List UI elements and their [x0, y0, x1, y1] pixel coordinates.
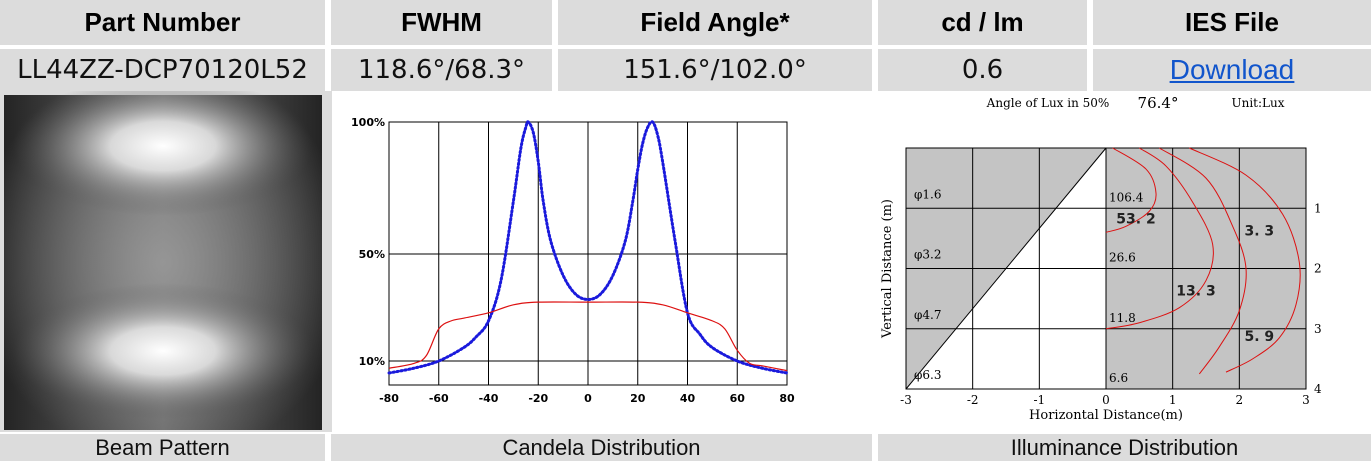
- footer-illuminance-label: Illuminance Distribution: [1010, 434, 1239, 460]
- candela-series-blue: [387, 120, 789, 375]
- header-cd-lm: cd / lm: [878, 0, 1087, 45]
- illum-contour-label: 53. 2: [1116, 211, 1155, 227]
- candela-series-red: [388, 301, 788, 372]
- value-part-number: LL44ZZ-DCP70120L52: [0, 49, 325, 91]
- illum-plot-frame: [905, 147, 1307, 390]
- illum-x-tick-label: -1: [1033, 393, 1045, 407]
- illum-x-tick-label: 2: [1236, 393, 1244, 407]
- footer-candela-label: Candela Distribution: [502, 434, 701, 460]
- illum-center-lux-label: 106.4: [1109, 190, 1144, 204]
- illuminance-panel: Angle of Lux in 50% 76.4° Unit:Lux φ1.6 φ3.2…: [878, 91, 1371, 432]
- illum-center-lux-label: 26.6: [1109, 251, 1136, 265]
- illum-x-tick-label: 3: [1302, 393, 1310, 407]
- candela-x-tick-label: 60: [730, 392, 746, 405]
- beam-lobe-top: [13, 91, 313, 216]
- ies-download-link[interactable]: Download: [1169, 54, 1295, 85]
- footer-beam-pattern-label: Beam Pattern: [95, 434, 230, 460]
- illum-beam-edge: [905, 147, 1107, 390]
- candela-x-tick-label: -20: [528, 392, 548, 405]
- candela-chart: -80 -60 -40 -20 0 20 40 60 80 10% 50% 100%: [351, 116, 795, 405]
- value-cd-lm: 0.6: [878, 49, 1087, 91]
- illum-contour-label: 3. 3: [1244, 223, 1274, 239]
- header-ies-file: IES File: [1093, 0, 1371, 45]
- illum-angle-value: 76.4°: [1138, 94, 1179, 112]
- candela-x-tick-label: 80: [779, 392, 795, 405]
- footer-illuminance: Illuminance Distribution: [878, 434, 1371, 461]
- illum-contour-line: [1105, 147, 1157, 233]
- illum-contour-line: [1189, 147, 1301, 373]
- illum-diameter-label: φ6.3: [914, 368, 942, 382]
- ies-download-cell: Download: [1093, 49, 1371, 91]
- illum-diameter-label: φ1.6: [914, 187, 942, 201]
- candela-x-tick-label: 40: [680, 392, 696, 405]
- illum-diameter-label: φ3.2: [914, 248, 942, 262]
- candela-x-tick-label: 0: [584, 392, 592, 405]
- candela-y-tick-label: 10%: [359, 355, 385, 368]
- illum-title: Angle of Lux in 50%: [986, 96, 1110, 110]
- beam-pattern-image: [4, 91, 322, 430]
- header-fwhm: FWHM: [331, 0, 552, 45]
- header-field-angle: Field Angle*: [558, 0, 872, 45]
- illum-x-tick-label: 1: [1169, 393, 1177, 407]
- beam-lobe-bottom: [13, 283, 313, 419]
- value-cd-lm-text: 0.6: [961, 55, 1004, 85]
- footer-beam-pattern: Beam Pattern: [0, 434, 325, 461]
- illum-diameter-label: φ4.7: [914, 308, 942, 322]
- value-fwhm: 118.6°/68.3°: [331, 49, 552, 91]
- illum-x-tick-label: -3: [900, 393, 912, 407]
- candela-y-tick-label: 50%: [359, 248, 385, 261]
- illum-contour-label: 5. 9: [1244, 329, 1274, 345]
- illum-y-tick-label: 3: [1314, 322, 1322, 336]
- value-field-angle-text: 151.6°/102.0°: [623, 55, 807, 85]
- candela-x-tick-label: 20: [630, 392, 646, 405]
- illum-x-tick-label: 0: [1102, 393, 1110, 407]
- header-ies-file-label: IES File: [1185, 7, 1279, 37]
- illum-contour-line: [1105, 147, 1214, 330]
- header-fwhm-label: FWHM: [401, 7, 482, 37]
- illum-unit: Unit:Lux: [1231, 96, 1284, 110]
- beam-pattern-panel: [0, 91, 332, 432]
- footer-candela: Candela Distribution: [331, 434, 872, 461]
- illuminance-chart: Angle of Lux in 50% 76.4° Unit:Lux φ1.6 φ3.2…: [880, 94, 1322, 423]
- candela-x-tick-label: -80: [379, 392, 399, 405]
- illum-y-tick-label: 2: [1314, 262, 1322, 276]
- header-part-number: Part Number: [0, 0, 325, 45]
- candela-x-tick-label: -40: [479, 392, 499, 405]
- header-field-angle-label: Field Angle*: [640, 7, 790, 37]
- illum-x-axis-label: Horizontal Distance(m): [1029, 408, 1183, 423]
- illum-contour-label: 13. 3: [1176, 284, 1215, 300]
- illum-y-tick-label: 4: [1314, 382, 1322, 396]
- illum-center-lux-label: 6.6: [1109, 371, 1128, 385]
- illum-contour-line: [1159, 147, 1247, 375]
- value-fwhm-text: 118.6°/68.3°: [357, 55, 526, 85]
- illum-y-axis-label: Vertical Distance (m): [880, 199, 895, 339]
- illum-center-lux-label: 11.8: [1109, 311, 1136, 325]
- candela-y-tick-label: 100%: [351, 116, 385, 129]
- value-part-number-text: LL44ZZ-DCP70120L52: [17, 55, 308, 85]
- header-part-number-label: Part Number: [84, 7, 241, 37]
- illum-x-tick-label: -2: [967, 393, 979, 407]
- candela-panel: -80 -60 -40 -20 0 20 40 60 80 10% 50% 100%: [332, 91, 878, 432]
- value-field-angle: 151.6°/102.0°: [558, 49, 872, 91]
- header-cd-lm-label: cd / lm: [941, 7, 1024, 37]
- illum-y-tick-label: 1: [1314, 201, 1322, 215]
- candela-x-tick-label: -60: [429, 392, 449, 405]
